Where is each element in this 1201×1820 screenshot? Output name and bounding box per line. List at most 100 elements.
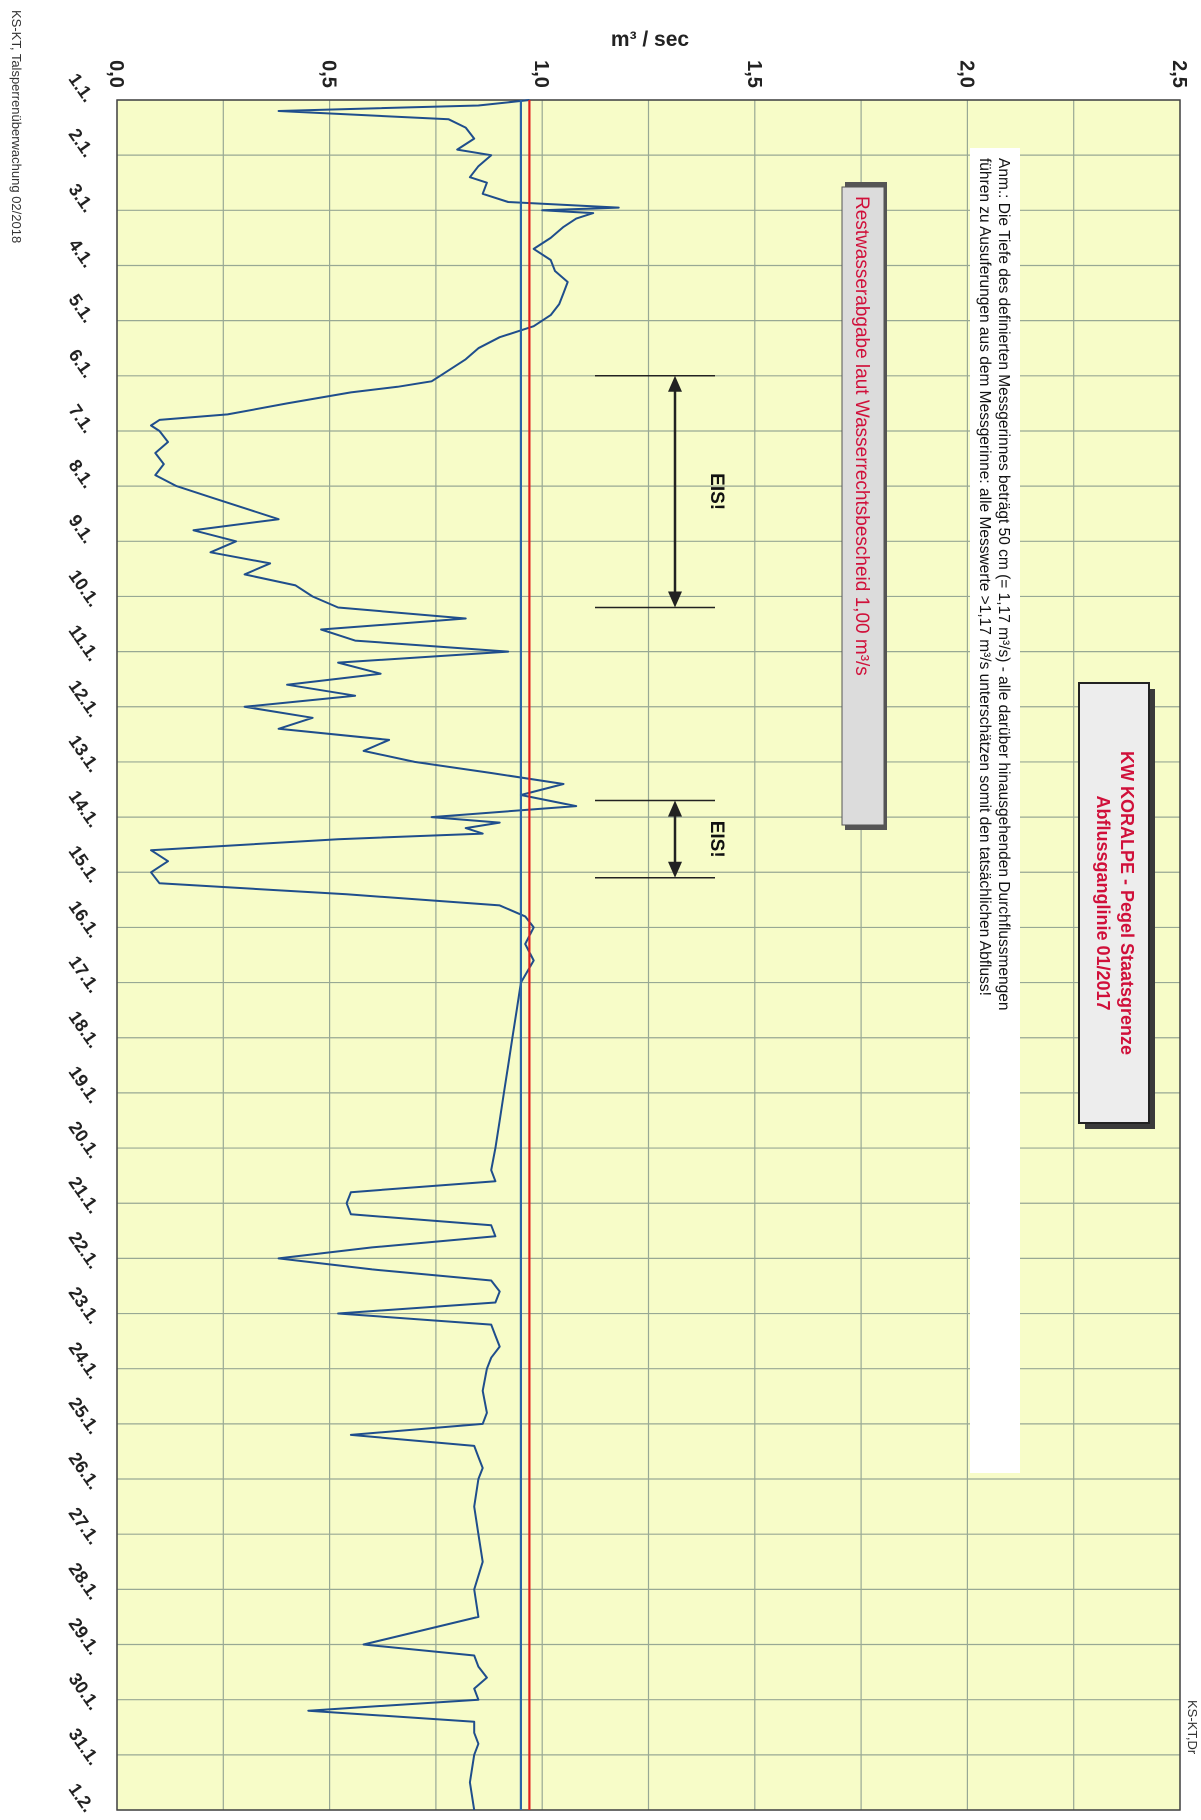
note-line-1: Anm.: Die Tiefe des definierten Messgeri…	[995, 158, 1012, 1011]
date-tick-label: 21.1.	[65, 1173, 104, 1217]
date-tick: 23.1.	[65, 1283, 104, 1327]
date-tick-label: 27.1.	[65, 1504, 104, 1548]
date-tick-label: 20.1.	[65, 1118, 104, 1162]
plot-frame	[116, 99, 1181, 1811]
ice-annotations: EIS! EIS!	[595, 375, 727, 879]
date-tick-label: 22.1.	[65, 1228, 104, 1272]
date-tick: 21.1.	[65, 1173, 104, 1217]
date-tick: 20.1.	[65, 1118, 104, 1162]
date-tick-label: 8.1.	[65, 456, 99, 492]
date-tick-label: 17.1.	[65, 952, 104, 996]
eis-arrowhead	[668, 861, 682, 878]
date-tick-label: 28.1.	[65, 1559, 104, 1603]
eis-label-group: EIS!	[706, 821, 727, 858]
chart-title-box: KW KORALPE - Pegel Staatsgrenze Abflussg…	[1078, 682, 1155, 1129]
value-tick-label: 2,5	[1168, 60, 1190, 88]
date-tick-label: 4.1.	[65, 235, 99, 271]
date-tick: 25.1.	[65, 1394, 104, 1438]
date-tick: 6.1.	[65, 345, 99, 381]
date-tick-label: 31.1.	[65, 1725, 104, 1769]
date-tick-label: 11.1.	[65, 621, 104, 664]
eis-label: EIS!	[706, 821, 727, 858]
date-tick: 5.1.	[65, 290, 99, 326]
date-tick: 10.1.	[65, 566, 104, 610]
date-tick: 24.1.	[65, 1338, 104, 1382]
unit-label: m³ / sec	[611, 28, 690, 51]
date-tick-label: 14.1.	[65, 787, 104, 831]
eis-label: EIS!	[706, 473, 727, 510]
date-tick-label: 9.1.	[65, 511, 99, 547]
date-tick-label: 6.1.	[65, 345, 99, 381]
value-tick: 1,0	[530, 60, 552, 88]
eis-arrowhead	[668, 375, 682, 392]
date-tick-label: 10.1.	[65, 566, 104, 610]
value-tick: 0,0	[105, 60, 127, 88]
date-tick: 17.1.	[65, 952, 104, 996]
date-tick: 4.1.	[65, 235, 99, 271]
date-tick: 30.1.	[65, 1669, 104, 1713]
date-tick-label: 25.1.	[65, 1394, 104, 1438]
chart-title: KW KORALPE - Pegel Staatsgrenze	[1117, 751, 1137, 1055]
date-tick: 28.1.	[65, 1559, 104, 1603]
date-tick: 14.1.	[65, 787, 104, 831]
date-tick: 12.1.	[65, 676, 104, 720]
date-tick: 13.1.	[65, 732, 104, 776]
date-tick: 18.1.	[65, 1007, 104, 1051]
date-tick: 3.1.	[65, 180, 99, 216]
footer-right: KS-KT,Dr	[1185, 1700, 1200, 1755]
eis-label-group: EIS!	[706, 473, 727, 510]
value-tick-label: 2,0	[955, 60, 977, 88]
date-axis-labels: 1.1. 2.1. 3.1. 4.1. 5.1. 6.1. 7.1. 8.1. 9.1. 10.1…	[65, 70, 104, 1816]
footer-left: KS-KT, Talsperrenüberwachung 02/2018	[9, 10, 24, 243]
series-group	[150, 99, 620, 1811]
date-tick-label: 30.1.	[65, 1669, 104, 1713]
date-tick-label: 23.1.	[65, 1283, 104, 1327]
date-tick-label: 13.1.	[65, 732, 104, 776]
eis-arrowhead	[668, 591, 682, 608]
value-tick: 1,5	[743, 60, 765, 88]
restwasser-label: Restwasserabgabe laut Wasserrechtsbesche…	[851, 196, 872, 676]
date-tick: 16.1.	[65, 897, 104, 941]
value-axis-labels: 0,0 0,5 1,0 1,5 2,0 2,5	[105, 60, 1190, 88]
date-tick: 26.1.	[65, 1449, 104, 1493]
date-tick: 9.1.	[65, 511, 99, 547]
flow-series-line	[150, 99, 620, 1811]
date-tick: 22.1.	[65, 1228, 104, 1272]
date-tick-label: 19.1.	[65, 1063, 104, 1107]
note-box: Anm.: Die Tiefe des definierten Messgeri…	[970, 148, 1020, 1473]
date-tick: 27.1.	[65, 1504, 104, 1548]
date-tick-label: 5.1.	[65, 290, 99, 326]
date-tick-label: 2.1.	[65, 125, 99, 161]
date-tick: 31.1.	[65, 1725, 104, 1769]
date-tick: 15.1.	[65, 842, 104, 886]
value-tick-label: 1,5	[743, 60, 765, 88]
restwasser-label-box: Restwasserabgabe laut Wasserrechtsbesche…	[841, 182, 887, 830]
date-tick-label: 1.2.	[65, 1780, 99, 1816]
date-tick-label: 1.1.	[65, 70, 99, 106]
value-tick-label: 0,0	[105, 60, 127, 88]
note-line-2: führen zu Ausuferungen aus dem Messgerin…	[976, 158, 993, 996]
date-tick: 7.1.	[65, 401, 99, 437]
date-tick-label: 12.1.	[65, 676, 104, 720]
value-tick: 0,5	[318, 60, 340, 88]
date-tick-label: 29.1.	[65, 1614, 104, 1658]
date-tick: 11.1.	[65, 621, 104, 664]
date-tick: 1.1.	[65, 70, 99, 106]
eis-arrowhead	[668, 800, 682, 817]
chart-subtitle: Abflussganglinie 01/2017	[1093, 795, 1113, 1010]
date-tick-label: 26.1.	[65, 1449, 104, 1493]
date-tick: 29.1.	[65, 1614, 104, 1658]
date-tick-label: 15.1.	[65, 842, 104, 886]
value-tick: 2,5	[1168, 60, 1190, 88]
value-tick: 2,0	[955, 60, 977, 88]
date-tick-label: 18.1.	[65, 1007, 104, 1051]
date-tick: 2.1.	[65, 125, 99, 161]
date-tick-label: 16.1.	[65, 897, 104, 941]
date-tick-label: 24.1.	[65, 1338, 104, 1382]
date-tick: 1.2.	[65, 1780, 99, 1816]
date-tick-label: 3.1.	[65, 180, 99, 216]
date-tick: 19.1.	[65, 1063, 104, 1107]
date-tick-label: 7.1.	[65, 401, 99, 437]
value-tick-label: 1,0	[530, 60, 552, 88]
